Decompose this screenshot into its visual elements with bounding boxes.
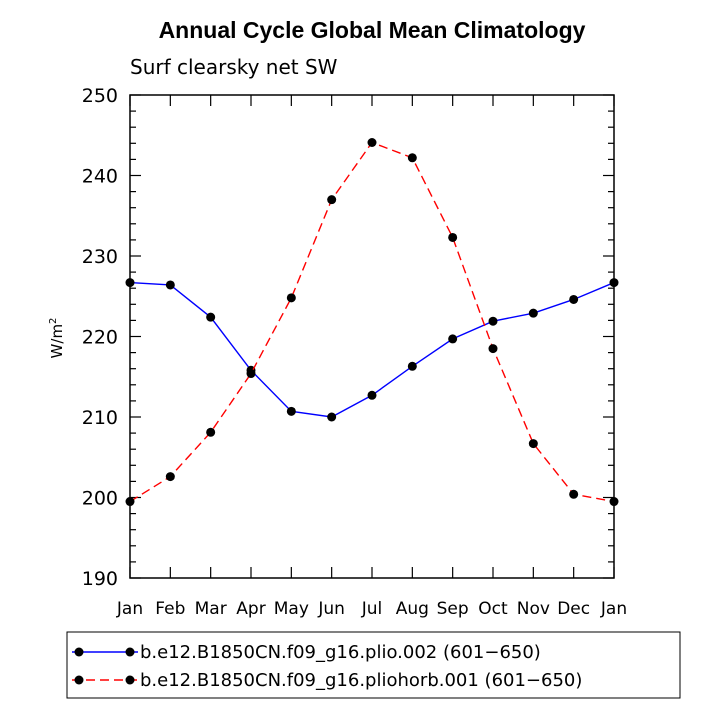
chart-subtitle: Surf clearsky net SW: [130, 55, 338, 79]
series-line-2: [129, 141, 615, 503]
series-2-point: [327, 195, 337, 205]
chart-title: Annual Cycle Global Mean Climatology: [159, 17, 586, 43]
x-tick-label: Apr: [236, 599, 265, 619]
y-axis-label-base: W/m: [48, 324, 66, 359]
x-tick-label: Dec: [557, 599, 590, 619]
legend-label-1: b.e12.B1850CN.f09_g16.plio.002 (601−650): [140, 642, 541, 663]
series-2-point: [206, 427, 216, 437]
series-2-point: [609, 497, 619, 507]
legend: b.e12.B1850CN.f09_g16.plio.002 (601−650)…: [66, 631, 681, 699]
y-tick-label: 210: [82, 407, 118, 429]
series-1-point: [125, 278, 135, 288]
series-1-point: [488, 316, 498, 326]
series-1-point: [407, 361, 417, 371]
series-2-point: [569, 489, 579, 499]
x-tick-label: Mar: [195, 599, 227, 619]
y-tick-label: 250: [82, 85, 118, 107]
y-tick-label: 200: [82, 488, 118, 510]
y-tick-label: 190: [82, 568, 118, 590]
x-tick-label: Jul: [361, 599, 383, 619]
x-tick-label: Jan: [116, 599, 143, 619]
series-2-point: [448, 232, 458, 242]
legend-marker-2: [125, 675, 135, 685]
series-1-point: [609, 278, 619, 288]
series-2-point: [286, 293, 296, 303]
x-tick-label: Jun: [317, 599, 345, 619]
series-2-point: [367, 137, 377, 147]
y-axis-label-exponent: 2: [48, 318, 59, 324]
x-tick-label: Jan: [600, 599, 627, 619]
series-1-point: [206, 312, 216, 322]
series-1-point: [528, 308, 538, 318]
plot-frame: [129, 94, 615, 579]
series-2-point: [488, 344, 498, 354]
series-2-point: [125, 497, 135, 507]
y-axis-label: W/m2: [48, 318, 66, 359]
series-2-point: [165, 472, 175, 482]
x-tick-label: Nov: [517, 599, 550, 619]
y-tick-label: 230: [82, 246, 118, 268]
series-1-point: [165, 280, 175, 290]
x-tick-label: Sep: [437, 599, 469, 619]
series-1-point: [286, 406, 296, 416]
legend-marker-2: [74, 675, 84, 685]
series-2-point: [528, 439, 538, 449]
plot-area: 190 200 210 220 230 240 250 Jan Feb Mar Apr May Jun J…: [82, 85, 627, 619]
x-tick-label: Aug: [396, 599, 429, 619]
series-2-point: [246, 369, 256, 379]
series-1-point: [569, 294, 579, 304]
series-1-point: [327, 412, 337, 422]
x-tick-label: May: [274, 599, 309, 619]
series-2-point: [407, 153, 417, 163]
x-tick-label: Feb: [155, 599, 185, 619]
x-tick-label: Oct: [478, 599, 508, 619]
legend-box: [66, 631, 681, 699]
series-1-point: [367, 390, 377, 400]
legend-marker-1: [74, 647, 84, 657]
y-tick-label: 220: [82, 327, 118, 349]
legend-label-2: b.e12.B1850CN.f09_g16.pliohorb.001 (601−…: [140, 670, 582, 691]
y-tick-label: 240: [82, 166, 118, 188]
series-1-point: [448, 334, 458, 344]
legend-marker-1: [125, 647, 135, 657]
